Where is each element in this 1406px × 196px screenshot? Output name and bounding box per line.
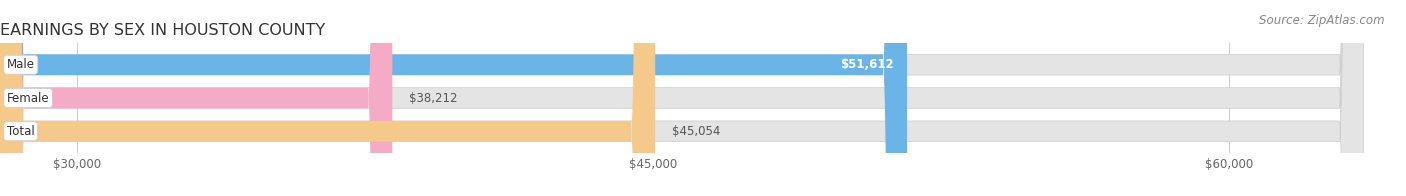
- Text: $51,612: $51,612: [839, 58, 893, 71]
- FancyBboxPatch shape: [0, 0, 1364, 196]
- FancyBboxPatch shape: [0, 0, 907, 196]
- FancyBboxPatch shape: [0, 0, 1364, 196]
- FancyBboxPatch shape: [0, 0, 655, 196]
- Text: Female: Female: [7, 92, 49, 104]
- FancyBboxPatch shape: [0, 0, 392, 196]
- Text: $45,054: $45,054: [672, 125, 720, 138]
- Text: Total: Total: [7, 125, 35, 138]
- Text: Male: Male: [7, 58, 35, 71]
- Text: Source: ZipAtlas.com: Source: ZipAtlas.com: [1260, 14, 1385, 27]
- FancyBboxPatch shape: [0, 0, 1364, 196]
- Text: $38,212: $38,212: [409, 92, 457, 104]
- Text: EARNINGS BY SEX IN HOUSTON COUNTY: EARNINGS BY SEX IN HOUSTON COUNTY: [0, 23, 325, 38]
